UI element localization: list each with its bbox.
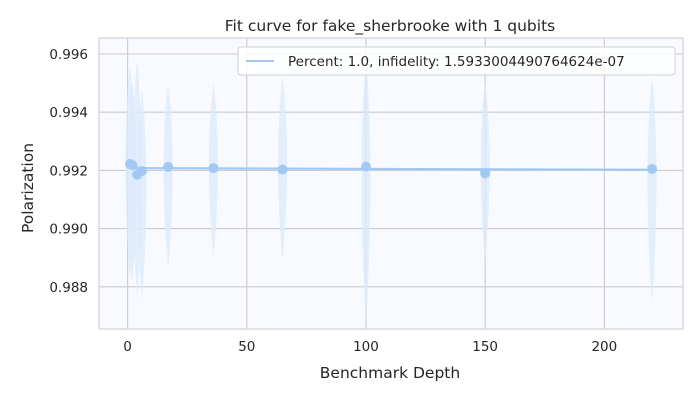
y-tick-label: 0.992 (49, 163, 88, 179)
x-ticks: 0 50 100 150 200 (123, 339, 617, 355)
violin-shape (647, 77, 657, 302)
data-point (480, 168, 491, 179)
violin-shape (361, 59, 371, 322)
x-tick-label: 200 (591, 339, 617, 355)
violin-shape (163, 83, 173, 270)
legend: Percent: 1.0, infidelity: 1.593300449076… (237, 46, 676, 76)
data-point (208, 163, 219, 174)
x-axis-label: Benchmark Depth (320, 364, 460, 382)
legend-entry-label: Percent: 1.0, infidelity: 1.593300449076… (288, 54, 625, 70)
violin-shape (137, 88, 147, 302)
y-tick-label: 0.988 (49, 280, 88, 296)
data-point (136, 165, 147, 176)
chart-title: Fit curve for fake_sherbrooke with 1 qub… (225, 17, 555, 36)
data-point (127, 160, 138, 171)
legend-box (237, 46, 676, 76)
plot-background (98, 37, 684, 330)
data-point (360, 161, 371, 172)
y-tick-label: 0.996 (49, 47, 88, 63)
x-tick-label: 0 (123, 339, 132, 355)
y-tick-label: 0.994 (49, 105, 88, 121)
x-tick-label: 150 (472, 339, 498, 355)
x-tick-label: 100 (353, 339, 379, 355)
data-point (647, 163, 658, 174)
points-layer (124, 159, 658, 180)
y-tick-label: 0.990 (49, 222, 88, 238)
y-ticks: 0.988 0.990 0.992 0.994 0.996 (49, 47, 88, 296)
data-point (163, 161, 174, 172)
y-axis-label: Polarization (19, 143, 37, 233)
data-point (277, 164, 288, 175)
x-tick-label: 50 (238, 339, 255, 355)
